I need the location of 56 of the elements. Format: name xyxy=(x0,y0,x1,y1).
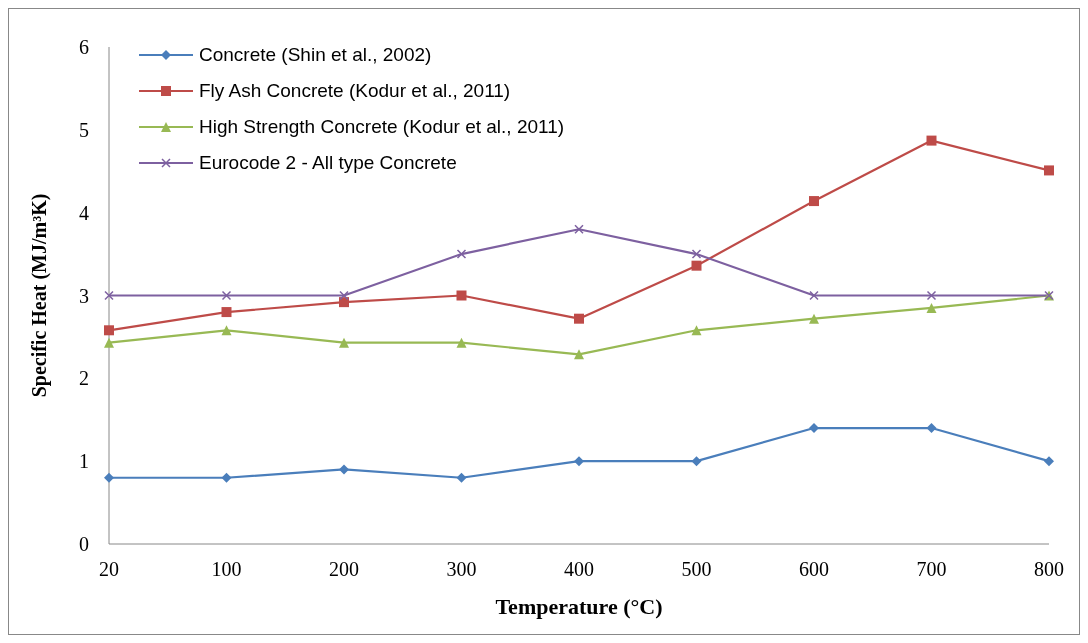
point xyxy=(221,472,232,483)
point xyxy=(691,325,702,336)
point xyxy=(221,325,232,336)
point xyxy=(104,325,114,336)
point xyxy=(1044,165,1054,176)
point xyxy=(456,249,467,259)
point xyxy=(456,337,467,348)
legend-label: Eurocode 2 - All type Concrete xyxy=(199,152,457,174)
point xyxy=(1044,456,1054,467)
y-tick-label: 6 xyxy=(79,36,89,59)
point xyxy=(456,290,467,301)
point xyxy=(926,423,937,434)
point xyxy=(809,313,819,324)
legend-label: High Strength Concrete (Kodur et al., 2011) xyxy=(199,116,565,138)
x-tick-label: 700 xyxy=(916,558,947,581)
point xyxy=(104,472,114,483)
point xyxy=(339,290,349,301)
point xyxy=(221,290,232,301)
point xyxy=(104,290,114,301)
x-axis-title: Temperature (°C) xyxy=(495,594,663,619)
point xyxy=(339,464,349,475)
point xyxy=(691,260,702,271)
point xyxy=(926,290,937,301)
y-tick-label: 5 xyxy=(79,118,89,141)
point xyxy=(926,135,937,146)
x-tick-label: 600 xyxy=(799,558,829,581)
x-tick-label: 300 xyxy=(446,558,477,581)
point xyxy=(809,196,819,207)
x-tick-label: 200 xyxy=(329,558,359,581)
point xyxy=(926,302,937,313)
legend-label: Fly Ash Concrete (Kodur et al., 2011) xyxy=(199,80,511,102)
point xyxy=(691,456,702,467)
x-tick-label: 400 xyxy=(564,558,594,581)
point xyxy=(339,337,349,348)
point xyxy=(809,423,819,434)
x-tick-label: 100 xyxy=(211,558,242,581)
point xyxy=(574,349,584,360)
point xyxy=(104,337,114,348)
point xyxy=(809,290,819,301)
y-tick-label: 3 xyxy=(79,284,89,307)
point xyxy=(574,224,584,234)
point xyxy=(574,456,584,467)
y-axis-title: Specific Heat (MJ/m³K) xyxy=(28,193,52,398)
legend-label: Concrete (Shin et al., 2002) xyxy=(199,44,432,66)
x-tick-label: 500 xyxy=(681,558,712,581)
y-tick-label: 4 xyxy=(79,201,89,224)
point xyxy=(691,249,702,259)
x-tick-label: 20 xyxy=(99,558,119,581)
point xyxy=(574,313,584,324)
x-tick-label: 800 xyxy=(1034,558,1064,581)
point xyxy=(339,297,349,308)
y-tick-label: 0 xyxy=(79,533,89,556)
y-tick-label: 2 xyxy=(79,367,89,390)
point xyxy=(221,307,232,318)
y-tick-label: 1 xyxy=(79,450,89,473)
point xyxy=(456,472,467,483)
